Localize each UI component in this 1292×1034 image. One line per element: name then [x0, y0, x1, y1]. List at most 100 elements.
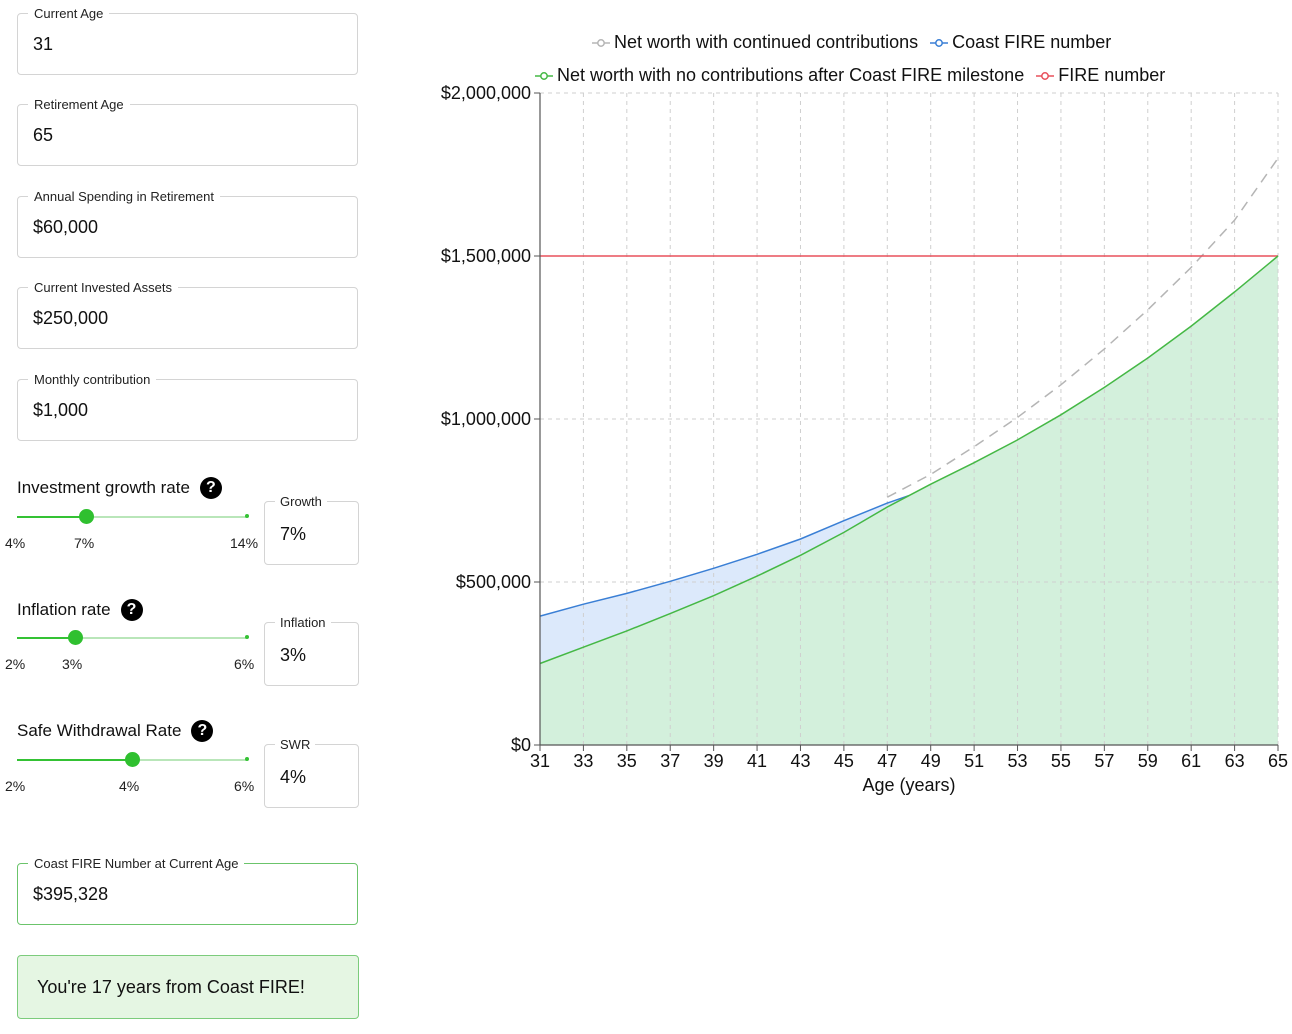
- legend-marker-coast: [930, 38, 949, 47]
- x-tick-label: 49: [921, 751, 941, 771]
- x-tick-label: 61: [1181, 751, 1201, 771]
- growth-slider-title: Investment growth rate ?: [17, 477, 222, 499]
- coast-fire-number-label: Coast FIRE Number at Current Age: [28, 856, 245, 872]
- swr-slider-title: Safe Withdrawal Rate ?: [17, 720, 214, 742]
- inflation-slider-title: Inflation rate ?: [17, 599, 143, 621]
- retirement-age-label: Retirement Age: [28, 97, 130, 113]
- y-tick-label: $2,000,000: [441, 83, 531, 103]
- x-axis-title: Age (years): [862, 775, 955, 795]
- inflation-help-icon[interactable]: ?: [120, 599, 143, 621]
- legend-label-coast: Coast FIRE number: [952, 32, 1112, 52]
- current-assets-label: Current Invested Assets: [28, 280, 179, 296]
- inflation-title-text: Inflation rate: [17, 600, 111, 619]
- legend-label-fire: FIRE number: [1058, 65, 1166, 85]
- x-tick-label: 37: [660, 751, 680, 771]
- growth-min-label: 4%: [5, 535, 26, 551]
- x-tick-label: 65: [1268, 751, 1288, 771]
- no-contribution-area: [540, 256, 1278, 745]
- inflation-slider-fill: [17, 637, 75, 639]
- inflation-min-label: 2%: [5, 656, 26, 672]
- current-age-field[interactable]: Current Age 31: [17, 6, 358, 75]
- chart-legend-row-1: Net worth with continued contributions C…: [592, 32, 1123, 53]
- swr-input-value[interactable]: 4%: [280, 767, 307, 787]
- x-tick-label: 45: [834, 751, 854, 771]
- swr-slider-fill: [17, 759, 132, 761]
- growth-input-label: Growth: [275, 494, 327, 510]
- legend-marker-fire: [1036, 71, 1055, 80]
- inflation-input-field[interactable]: Inflation 3%: [264, 615, 359, 686]
- annual-spending-value[interactable]: $60,000: [33, 217, 99, 237]
- series-coast-fire-number: [539, 494, 910, 617]
- x-tick-label: 59: [1138, 751, 1158, 771]
- retirement-age-value[interactable]: 65: [33, 125, 54, 145]
- inflation-input-label: Inflation: [275, 615, 331, 631]
- swr-title-text: Safe Withdrawal Rate: [17, 721, 182, 740]
- growth-slider-end: [245, 514, 249, 518]
- coast-fire-number-value: $395,328: [33, 884, 109, 904]
- coast-gap-area: [540, 495, 909, 664]
- swr-help-icon[interactable]: ?: [191, 720, 214, 742]
- series-continued-contributions: [886, 157, 1279, 498]
- monthly-contribution-label: Monthly contribution: [28, 372, 157, 388]
- x-tick-label: 35: [617, 751, 637, 771]
- series-no-contributions: [539, 255, 1279, 665]
- inflation-slider-track[interactable]: [17, 630, 249, 645]
- legend-marker-continued: [592, 38, 610, 47]
- retirement-age-field[interactable]: Retirement Age 65: [17, 97, 358, 166]
- y-tick-label: $1,500,000: [441, 246, 531, 266]
- growth-slider-thumb[interactable]: [79, 509, 94, 524]
- current-age-value[interactable]: 31: [33, 34, 54, 54]
- legend-marker-no-contrib: [535, 71, 553, 80]
- legend-label-no-contrib: Net worth with no contributions after Co…: [557, 65, 1025, 85]
- swr-slider-end: [245, 757, 249, 761]
- x-tick-label: 43: [790, 751, 810, 771]
- current-assets-field[interactable]: Current Invested Assets $250,000: [17, 280, 358, 349]
- growth-slider-track[interactable]: [17, 509, 249, 524]
- y-tick-label: $0: [511, 735, 531, 755]
- monthly-contribution-field[interactable]: Monthly contribution $1,000: [17, 372, 358, 441]
- annual-spending-field[interactable]: Annual Spending in Retirement $60,000: [17, 189, 358, 258]
- current-assets-value[interactable]: $250,000: [33, 308, 109, 328]
- inflation-value-label: 3%: [62, 656, 83, 672]
- growth-value-label: 7%: [74, 535, 95, 551]
- x-tick-label: 33: [573, 751, 593, 771]
- y-tick-label: $1,000,000: [441, 409, 531, 429]
- legend-item-continued[interactable]: Net worth with continued contributions: [592, 32, 918, 53]
- legend-label-continued: Net worth with continued contributions: [614, 32, 919, 52]
- inflation-input-value[interactable]: 3%: [280, 645, 307, 665]
- x-tick-label: 39: [704, 751, 724, 771]
- x-tick-label: 53: [1008, 751, 1028, 771]
- legend-item-fire[interactable]: FIRE number: [1036, 65, 1165, 86]
- growth-slider-fill: [17, 516, 86, 518]
- result-message: You're 17 years from Coast FIRE!: [17, 955, 359, 1019]
- growth-help-icon[interactable]: ?: [199, 477, 222, 499]
- inflation-max-label: 6%: [234, 656, 255, 672]
- swr-input-field[interactable]: SWR 4%: [264, 737, 359, 808]
- annual-spending-label: Annual Spending in Retirement: [28, 189, 220, 205]
- legend-item-no-contrib[interactable]: Net worth with no contributions after Co…: [535, 65, 1024, 86]
- legend-item-coast[interactable]: Coast FIRE number: [930, 32, 1111, 53]
- swr-value-label: 4%: [119, 778, 140, 794]
- swr-slider-thumb[interactable]: [125, 752, 140, 767]
- inflation-slider-thumb[interactable]: [67, 630, 83, 645]
- swr-input-label: SWR: [275, 737, 316, 753]
- monthly-contribution-value[interactable]: $1,000: [33, 400, 89, 420]
- swr-min-label: 2%: [5, 778, 26, 794]
- chart-legend-row-2: Net worth with no contributions after Co…: [535, 65, 1177, 86]
- coast-fire-number-field: Coast FIRE Number at Current Age $395,32…: [17, 856, 358, 925]
- swr-slider-track[interactable]: [17, 752, 249, 767]
- x-tick-label: 47: [877, 751, 897, 771]
- growth-input-field[interactable]: Growth 7%: [264, 494, 359, 565]
- x-tick-label: 63: [1225, 751, 1245, 771]
- y-tick-label: $500,000: [456, 572, 531, 592]
- current-age-label: Current Age: [28, 6, 110, 22]
- x-tick-label: 31: [530, 751, 550, 771]
- growth-input-value[interactable]: 7%: [280, 524, 307, 544]
- x-tick-label: 41: [747, 751, 767, 771]
- inflation-slider-end: [245, 635, 249, 639]
- swr-max-label: 6%: [234, 778, 255, 794]
- growth-max-label: 14%: [230, 535, 259, 551]
- x-tick-label: 55: [1051, 751, 1071, 771]
- x-tick-label: 51: [964, 751, 984, 771]
- growth-title-text: Investment growth rate: [17, 478, 190, 497]
